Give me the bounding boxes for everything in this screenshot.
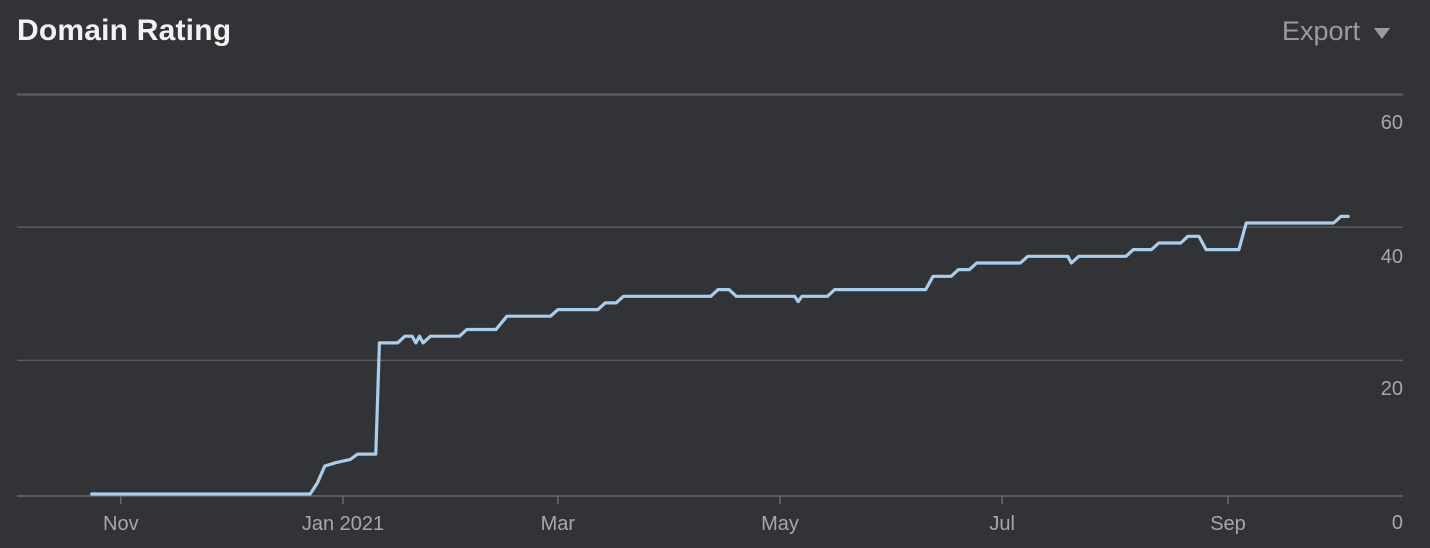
y-axis-ticks: 0 20 40 60 xyxy=(1381,112,1403,534)
export-label: Export xyxy=(1281,16,1360,46)
y-tick-label-20: 20 xyxy=(1381,378,1403,400)
caret-down-icon xyxy=(1374,27,1390,39)
grid-lines xyxy=(17,93,1403,497)
export-button[interactable]: Export xyxy=(1282,16,1390,47)
y-tick-label-60: 60 xyxy=(1381,112,1403,134)
y-tick-label-40: 40 xyxy=(1381,246,1403,268)
x-tick-label: Mar xyxy=(541,513,576,535)
x-tick-label: Jul xyxy=(989,513,1015,535)
x-tick-label: Sep xyxy=(1210,513,1246,535)
x-tick-label: Nov xyxy=(103,513,139,535)
series-group xyxy=(90,214,1350,496)
x-tick-label: Jan 2021 xyxy=(302,513,384,535)
x-axis-ticks: Nov Jan 2021 Mar May Jul Sep xyxy=(103,496,1246,535)
y-tick-label-0: 0 xyxy=(1392,512,1403,534)
chart-title: Domain Rating xyxy=(17,14,232,47)
x-tick-label: May xyxy=(761,513,799,535)
series-line-domain-rating xyxy=(90,214,1350,496)
